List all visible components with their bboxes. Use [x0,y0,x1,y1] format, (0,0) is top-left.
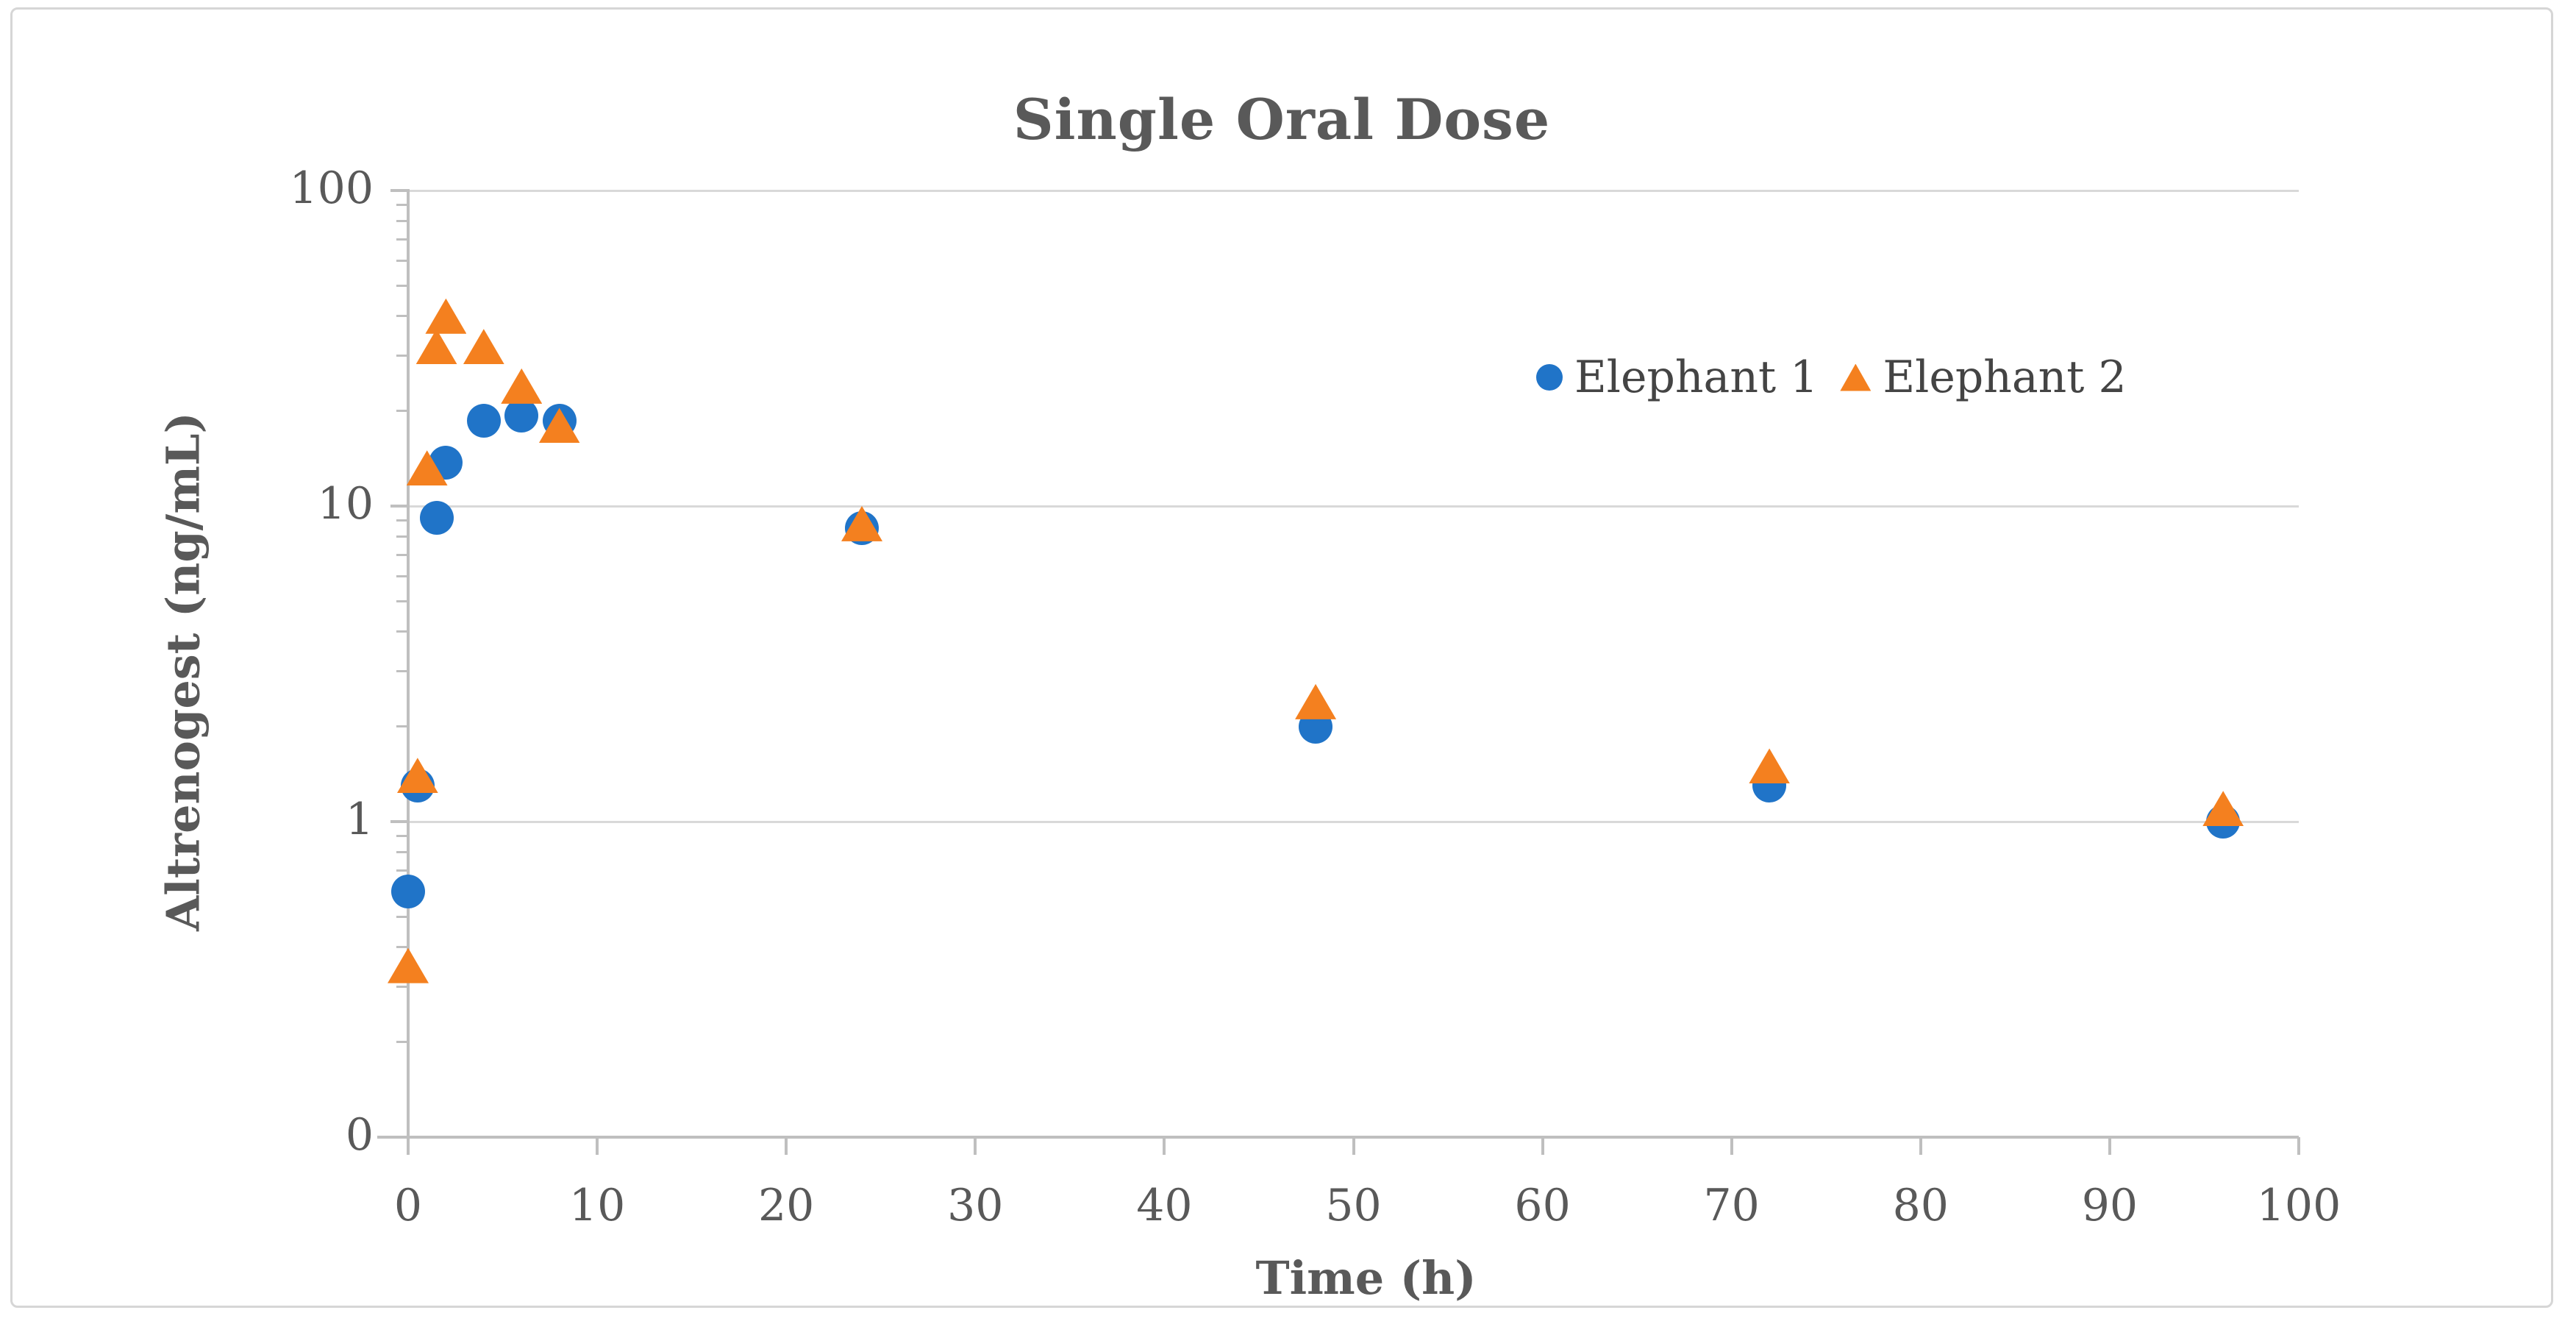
x-axis-tick [1163,1137,1166,1155]
y-axis-minor-tick [396,220,408,223]
chart-frame: Single Oral Dose Altrenogest (ng/mL) Tim… [10,7,2553,1308]
y-axis-minor-tick [396,725,408,728]
y-axis-minor-tick [396,574,408,577]
x-axis-tick-label: 90 [2081,1180,2138,1231]
y-axis-minor-tick [396,535,408,538]
x-axis-line [377,1136,2299,1139]
x-axis-tick [407,1137,410,1155]
x-axis-tick [2108,1137,2111,1155]
x-axis-tick-label: 30 [947,1180,1004,1231]
legend-label: Elephant 1 [1574,352,1819,403]
y-gridline [407,821,2299,823]
data-point-elephant-2[interactable] [2202,791,2244,827]
x-axis-tick-label: 40 [1136,1180,1193,1231]
y-axis-minor-tick [396,259,408,262]
x-axis-tick [1541,1137,1544,1155]
data-point-elephant-2[interactable] [415,329,457,365]
y-axis-minor-tick [396,869,408,872]
y-axis-major-tick [390,1136,408,1139]
x-axis-tick [2297,1137,2300,1155]
y-gridline [407,190,2299,192]
x-axis-tick-label: 10 [568,1180,626,1231]
y-axis-major-tick [390,189,408,192]
x-axis-tick-label: 0 [393,1180,423,1231]
data-point-elephant-1[interactable] [466,404,501,438]
y-axis-minor-tick [396,553,408,556]
y-axis-tick-label: 10 [317,478,374,530]
data-point-elephant-2[interactable] [425,298,467,334]
y-axis-minor-tick [396,519,408,522]
x-axis-tick-label: 20 [758,1180,815,1231]
legend: Elephant 1 Elephant 2 [1536,354,2127,401]
x-axis-tick [1919,1137,1922,1155]
data-point-elephant-2[interactable] [388,947,429,983]
y-axis-minor-tick [396,985,408,988]
data-point-elephant-2[interactable] [1749,748,1791,784]
y-gridline [407,505,2299,508]
data-point-elephant-2[interactable] [501,368,543,404]
legend-item-elephant-1[interactable]: Elephant 1 [1536,354,1818,401]
x-axis-tick-label: 100 [2256,1180,2341,1231]
y-axis-minor-tick [396,630,408,633]
x-axis-tick [1730,1137,1733,1155]
data-point-elephant-2[interactable] [463,329,504,365]
y-axis-minor-tick [396,1041,408,1044]
y-axis-minor-tick [396,669,408,672]
x-axis-tick-label: 80 [1892,1180,1949,1231]
x-axis-tick [785,1137,788,1155]
data-point-elephant-1[interactable] [391,875,425,909]
y-axis-minor-tick [396,410,408,413]
y-axis-minor-tick [396,284,408,287]
x-axis-tick [1352,1137,1355,1155]
y-axis-minor-tick [396,354,408,357]
y-axis-line [407,189,410,1139]
data-point-elephant-2[interactable] [1295,683,1337,719]
y-axis-minor-tick [396,946,408,949]
y-axis-major-tick [390,505,408,508]
y-axis-major-tick [390,820,408,823]
legend-item-elephant-2[interactable]: Elephant 2 [1840,352,2127,403]
x-axis-tick [596,1137,599,1155]
legend-label: Elephant 2 [1883,352,2127,403]
y-axis-tick-label: 100 [289,163,374,214]
y-axis-minor-tick [396,915,408,918]
x-axis-tick-label: 60 [1514,1180,1571,1231]
y-axis-minor-tick [396,599,408,602]
y-axis-tick-label: 0 [345,1109,374,1161]
x-axis-tick-label: 50 [1325,1180,1382,1231]
y-axis-minor-tick [396,315,408,318]
y-axis-minor-tick [396,238,408,241]
x-axis-tick-label: 70 [1703,1180,1760,1231]
legend-circle-marker-icon [1536,364,1563,391]
x-axis-tick [974,1137,977,1155]
y-axis-minor-tick [396,835,408,838]
data-point-elephant-1[interactable] [419,500,454,535]
x-axis-title: Time (h) [1255,1251,1477,1305]
y-axis-tick-label: 1 [345,794,374,845]
y-axis-minor-tick [396,851,408,854]
y-axis-minor-tick [396,204,408,207]
data-point-elephant-1[interactable] [504,398,539,433]
chart-title: Single Oral Dose [1013,87,1551,152]
